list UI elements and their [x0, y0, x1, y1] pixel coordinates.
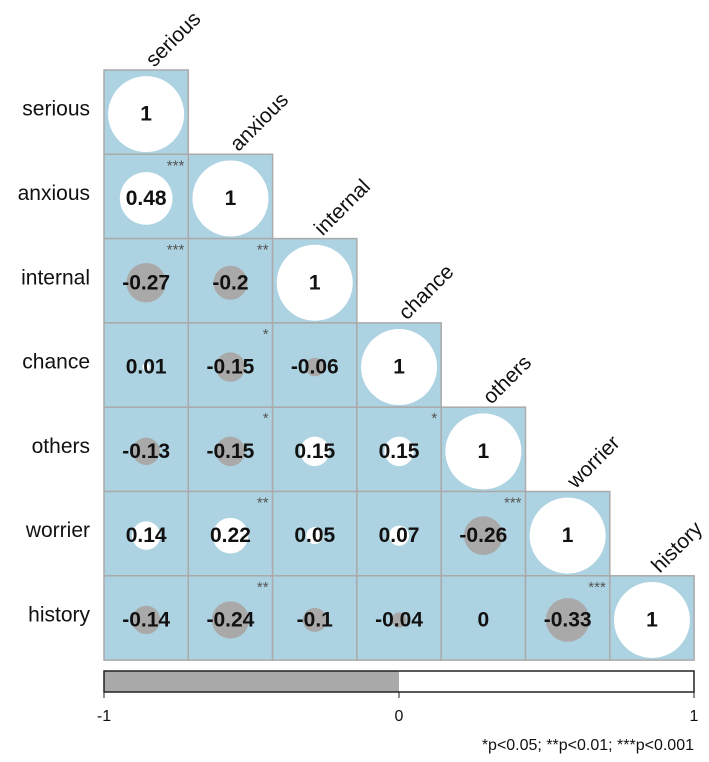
column-label: worrier: [562, 431, 624, 493]
correlation-circle: [384, 436, 414, 467]
colorbar-tick-label: -1: [97, 708, 111, 725]
value-label: -0.04: [375, 608, 423, 631]
column-label: anxious: [226, 88, 293, 155]
column-label: internal: [310, 175, 375, 240]
value-label: 1: [646, 608, 658, 631]
correlation-circle: [108, 76, 185, 153]
value-label: 0.05: [294, 524, 335, 547]
value-label: -0.26: [459, 524, 507, 547]
value-label: -0.27: [122, 271, 170, 294]
value-label: 1: [478, 440, 490, 463]
value-label: 0.15: [294, 440, 335, 463]
correlation-circle: [613, 581, 690, 658]
correlation-circle: [306, 527, 324, 545]
value-label: -0.24: [207, 608, 255, 631]
row-label: chance: [22, 351, 90, 374]
value-label: 1: [393, 356, 405, 379]
correlation-circle: [131, 521, 161, 550]
value-label: 0.48: [126, 187, 167, 210]
value-label: 1: [225, 187, 237, 210]
significance-stars: *: [263, 410, 269, 427]
colorbar-positive: [399, 671, 694, 692]
value-label: 1: [562, 524, 574, 547]
significance-stars: *: [263, 326, 269, 343]
row-label: internal: [21, 266, 90, 289]
correlation-circle: [463, 516, 503, 556]
column-label: others: [479, 351, 537, 409]
column-label: serious: [141, 7, 205, 71]
value-label: -0.15: [207, 440, 255, 463]
value-label: -0.33: [544, 608, 592, 631]
correlation-circle: [445, 413, 522, 490]
value-label: 0.22: [210, 524, 251, 547]
row-label: worrier: [25, 519, 90, 542]
column-label: chance: [394, 260, 458, 324]
correlation-circle: [213, 265, 248, 300]
colorbar-negative: [104, 671, 399, 692]
significance-stars: ***: [167, 157, 185, 174]
correlation-circle: [302, 607, 327, 632]
value-label: 0.14: [126, 524, 167, 547]
correlation-circle: [361, 329, 438, 406]
value-label: 0.07: [379, 524, 420, 547]
correlation-circle: [215, 352, 246, 382]
correlation-circle: [276, 244, 353, 321]
value-label: -0.06: [291, 356, 339, 379]
significance-stars: ***: [588, 579, 606, 596]
value-label: 0: [478, 608, 490, 631]
value-label: -0.2: [212, 271, 248, 294]
correlation-circle: [131, 605, 161, 635]
correlation-circle: [212, 517, 249, 554]
correlation-circle: [211, 601, 250, 639]
significance-stars: **: [257, 579, 269, 596]
column-label: history: [647, 517, 707, 577]
value-label: 0.15: [379, 440, 420, 463]
value-label: 1: [140, 103, 152, 126]
correlation-circle: [192, 160, 269, 237]
value-label: 1: [309, 271, 321, 294]
row-label: anxious: [18, 182, 90, 205]
significance-stars: **: [257, 242, 269, 259]
correlation-circle: [388, 525, 410, 546]
row-label: serious: [22, 98, 90, 121]
correlation-circle: [545, 598, 590, 642]
cell: [440, 575, 527, 661]
correlation-circle: [142, 363, 150, 371]
correlation-circle: [300, 436, 330, 467]
colorbar-tick-label: 1: [690, 708, 699, 725]
row-label: others: [32, 435, 90, 458]
value-label: -0.15: [207, 356, 255, 379]
correlation-circle: [119, 172, 173, 225]
significance-stars: ***: [504, 494, 522, 511]
row-label: history: [28, 603, 90, 626]
correlation-circle: [215, 436, 246, 467]
value-label: -0.13: [122, 440, 170, 463]
correlation-circle: [126, 263, 166, 303]
correlation-circle: [529, 497, 606, 574]
value-label: -0.14: [122, 608, 170, 631]
significance-stars: *: [431, 410, 437, 427]
significance-stars: ***: [167, 242, 185, 259]
cell: [356, 575, 442, 661]
value-label: 0.01: [126, 356, 167, 379]
significance-stars: **: [257, 494, 269, 511]
correlation-circle: [132, 437, 160, 466]
correlation-circle: [305, 357, 325, 377]
correlation-circle: [391, 612, 407, 628]
note: *p<0.05; **p<0.01; ***p<0.001: [482, 737, 694, 754]
value-label: -0.1: [297, 608, 334, 631]
colorbar-tick-label: 0: [395, 708, 404, 725]
